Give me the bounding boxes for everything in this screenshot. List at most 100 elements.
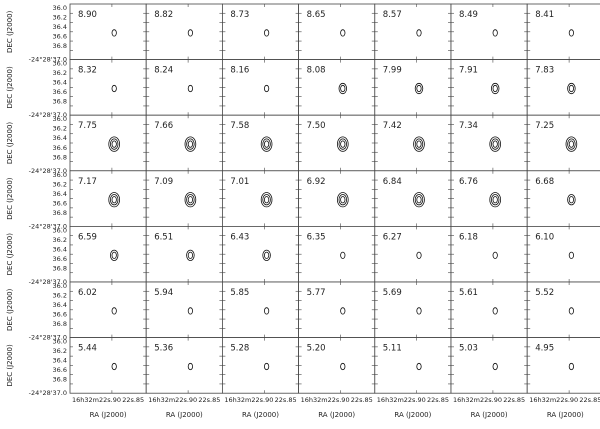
channel-panel: 7.34 <box>450 114 528 172</box>
velocity-label: 5.77 <box>307 288 326 298</box>
y-tick-label: 36.6 <box>53 366 67 374</box>
contour-line <box>413 136 425 152</box>
panel-frame <box>526 225 600 283</box>
panel-frame <box>69 59 147 116</box>
channel-panel: 8.16 <box>221 59 299 116</box>
panel-frame <box>374 225 452 283</box>
contour-line <box>187 307 193 315</box>
channel-panel: 6.27 <box>374 225 452 283</box>
contour-line <box>489 136 501 152</box>
contour-line <box>416 196 422 204</box>
velocity-label: 5.52 <box>535 288 554 298</box>
channel-panel: 5.36 <box>145 337 223 394</box>
velocity-label: 6.43 <box>230 232 249 242</box>
channel-panel: 7.58 <box>221 114 299 172</box>
channel-panel: 7.17 <box>69 170 147 227</box>
channel-panel: 5.11 <box>374 337 452 394</box>
contour-line <box>340 140 346 148</box>
velocity-label: 8.32 <box>78 66 97 76</box>
contour-line <box>568 251 574 259</box>
channel-panel: 8.08 <box>298 59 376 116</box>
channel-panel: 8.32 <box>69 59 147 116</box>
channel-panel: 6.18 <box>450 225 528 283</box>
contour-line <box>340 84 346 93</box>
y-tick-label: 36.2 <box>53 180 67 188</box>
x-tick-label-left: 16h32m22s.90 <box>301 396 350 404</box>
y-tick-label: 36.6 <box>53 144 67 152</box>
velocity-label: 5.36 <box>154 344 173 354</box>
x-axis-label: RA (J2000) <box>242 411 279 419</box>
panel-frame <box>69 3 147 60</box>
contour-line <box>260 192 273 208</box>
velocity-label: 7.58 <box>230 121 249 131</box>
contour-line <box>568 29 574 37</box>
y-tick-label: 36.2 <box>53 69 67 77</box>
y-axis-label: DEC (J2000) <box>6 122 14 165</box>
contour-line <box>490 82 500 95</box>
contour-line <box>568 307 574 315</box>
panel-frame <box>298 281 376 338</box>
contour-line <box>111 251 117 259</box>
y-tick-label: 36.0 <box>53 115 67 123</box>
y-tick-label: 36.2 <box>53 125 67 133</box>
contour-line <box>413 192 425 208</box>
channel-panel: 4.95 <box>526 337 600 394</box>
y-tick-label: 36.6 <box>53 311 67 319</box>
panel-frame <box>450 170 528 227</box>
x-tick-label-left: 16h32m22s.90 <box>377 396 426 404</box>
contour-line <box>111 362 117 371</box>
contour-line <box>416 84 422 93</box>
contour-line <box>111 84 117 93</box>
y-tick-label: 36.8 <box>53 42 67 50</box>
panel-frame <box>221 337 299 394</box>
y-tick-label: 36.4 <box>53 357 67 365</box>
velocity-label: 7.99 <box>383 66 402 76</box>
velocity-label: 7.91 <box>459 66 478 76</box>
contour-line <box>263 251 270 259</box>
velocity-label: 7.50 <box>307 121 326 131</box>
velocity-label: 6.59 <box>78 232 97 242</box>
contour-line <box>187 362 193 371</box>
y-axis-label: DEC (J2000) <box>6 288 14 331</box>
y-tick-label: 36.0 <box>53 282 67 290</box>
velocity-label: 6.68 <box>535 177 554 187</box>
velocity-label: 5.69 <box>383 288 402 298</box>
contour-line <box>109 249 119 261</box>
velocity-label: 5.20 <box>307 344 326 354</box>
contour-line <box>340 196 346 204</box>
y-tick-label: 36.6 <box>53 255 67 263</box>
y-tick-label: 36.6 <box>53 199 67 207</box>
velocity-label: 6.27 <box>383 232 402 242</box>
channel-panel: 6.92 <box>298 170 376 227</box>
channel-panel: 7.50 <box>298 114 376 172</box>
x-tick-label-right: 22s.85 <box>198 396 220 404</box>
contour-line <box>263 307 270 315</box>
x-axis-label: RA (J2000) <box>166 411 203 419</box>
contour-line <box>340 307 346 315</box>
y-tick-label: 36.2 <box>53 292 67 300</box>
x-tick-label-right: 22s.85 <box>275 396 297 404</box>
velocity-label: 6.92 <box>307 177 326 187</box>
x-tick-label-left: 16h32m22s.90 <box>224 396 273 404</box>
contour-line <box>263 84 270 93</box>
velocity-label: 8.41 <box>535 10 554 20</box>
channel-panel: 5.94 <box>145 281 223 338</box>
contour-line <box>262 249 271 261</box>
y-axis-label: DEC (J2000) <box>6 66 14 109</box>
panel-frame <box>298 170 376 227</box>
y-origin-label: -24°28'37.0 <box>29 389 67 397</box>
velocity-label: 8.16 <box>230 66 249 76</box>
panel-frame <box>450 114 528 172</box>
y-tick-label: 36.0 <box>53 60 67 68</box>
x-axis-label: RA (J2000) <box>547 411 584 419</box>
velocity-label: 8.65 <box>307 10 326 20</box>
contour-line <box>340 362 346 371</box>
panel-frame <box>526 59 600 116</box>
velocity-label: 6.02 <box>78 288 97 298</box>
velocity-label: 7.09 <box>154 177 173 187</box>
channel-panel: 7.09 <box>145 170 223 227</box>
panel-frame <box>450 225 528 283</box>
contour-line <box>186 249 195 261</box>
